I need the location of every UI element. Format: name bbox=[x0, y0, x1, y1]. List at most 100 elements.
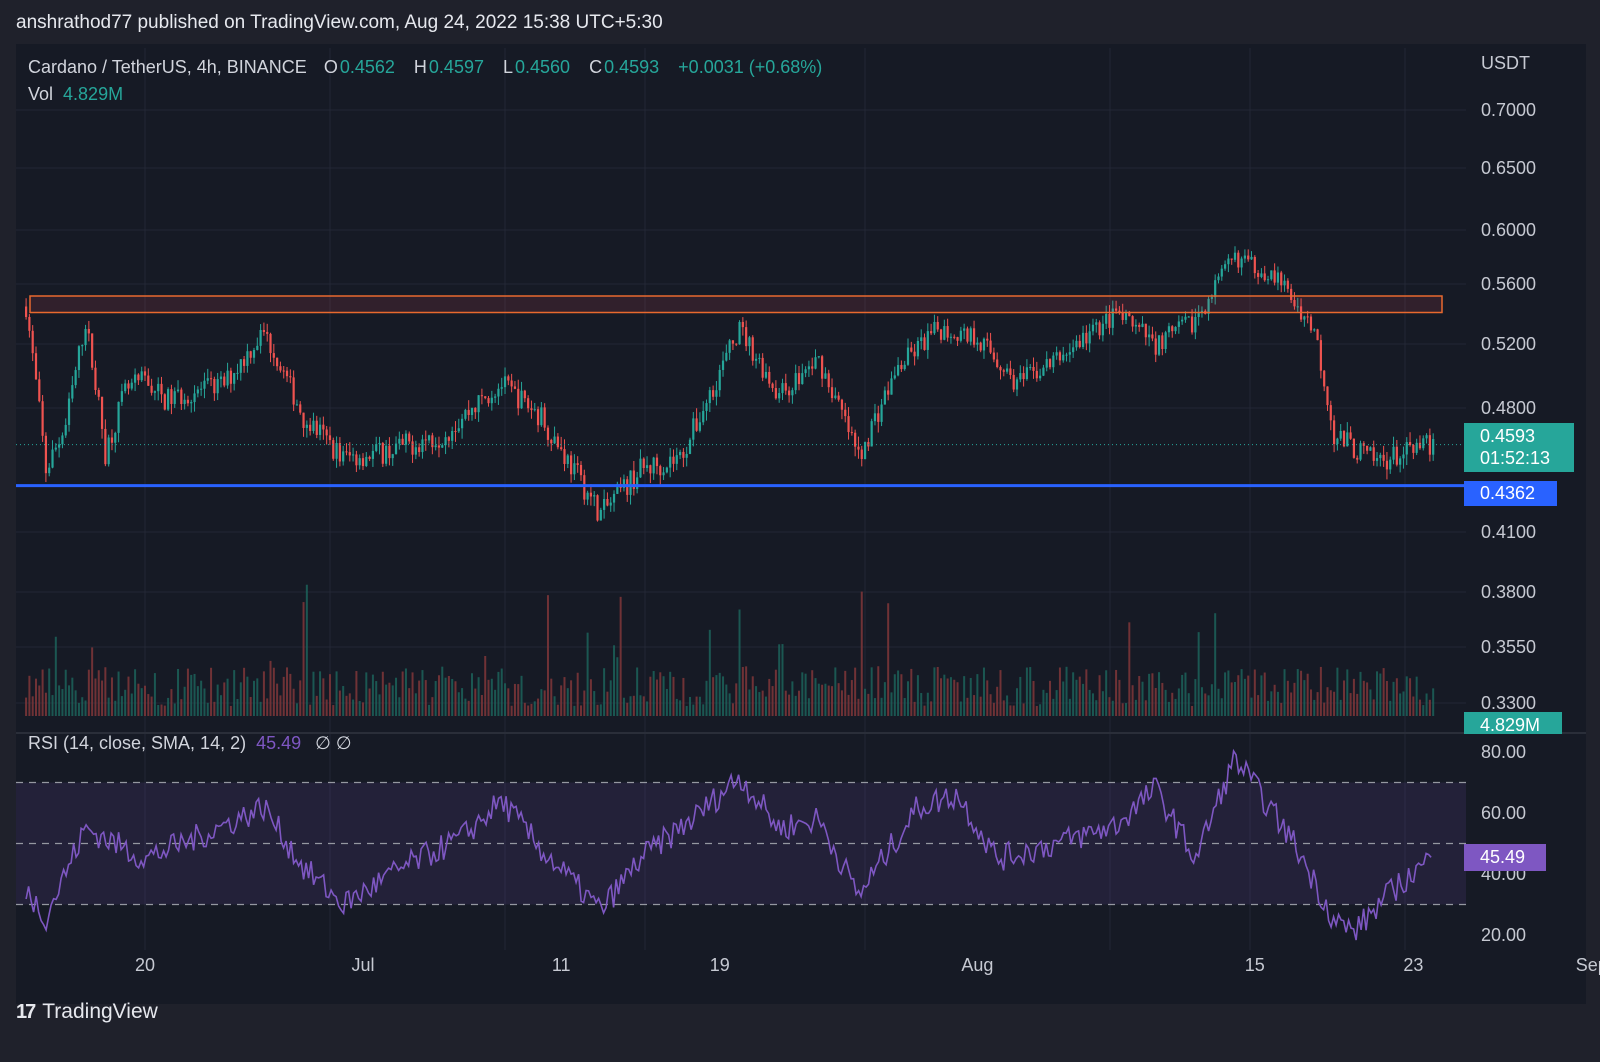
candle-body bbox=[1052, 355, 1055, 368]
candle-body bbox=[124, 383, 127, 392]
volume-bar bbox=[1108, 697, 1111, 716]
volume-bar bbox=[913, 701, 916, 716]
tradingview-logo-icon: 17 bbox=[16, 1000, 36, 1023]
volume-bar bbox=[1204, 693, 1207, 716]
candle-body bbox=[916, 340, 920, 357]
volume-bar bbox=[679, 700, 682, 716]
volume-bar bbox=[418, 680, 421, 716]
candle-body bbox=[460, 418, 464, 429]
volume-bar bbox=[1194, 679, 1197, 716]
volume-bar bbox=[1025, 667, 1028, 716]
candle-body bbox=[596, 495, 599, 521]
candle-body bbox=[1257, 273, 1260, 277]
volume-bar bbox=[798, 690, 800, 716]
volume-bar bbox=[226, 678, 229, 716]
candle-body bbox=[1085, 332, 1088, 344]
volume-bar bbox=[933, 667, 936, 716]
candle-body bbox=[358, 458, 361, 466]
volume-bar bbox=[781, 644, 784, 716]
candle-body bbox=[1250, 256, 1253, 260]
candle-body bbox=[1062, 354, 1065, 361]
candle-body bbox=[721, 360, 725, 370]
volume-bar bbox=[249, 697, 252, 716]
volume-bar bbox=[477, 677, 480, 716]
volume-bar bbox=[930, 701, 933, 716]
volume-bar bbox=[867, 693, 870, 716]
candle-body bbox=[381, 443, 384, 464]
volume-bar bbox=[1422, 705, 1425, 716]
rsi-band-fill bbox=[16, 782, 1466, 905]
candle-body bbox=[226, 370, 229, 386]
volume-bar bbox=[1356, 693, 1359, 716]
candle-body bbox=[731, 340, 735, 344]
candle-body bbox=[361, 458, 365, 467]
volume-bar bbox=[1082, 683, 1085, 716]
volume-bar bbox=[1105, 670, 1108, 716]
candle-body bbox=[67, 398, 71, 425]
time-axis-tick: 15 bbox=[1245, 955, 1265, 975]
candle-body bbox=[738, 321, 741, 345]
candle-body bbox=[368, 456, 371, 459]
volume-bar bbox=[596, 704, 599, 716]
candle-body bbox=[933, 321, 936, 334]
volume-bar bbox=[613, 645, 616, 716]
footer-brand[interactable]: 17 TradingView bbox=[16, 1000, 158, 1024]
candle-body bbox=[272, 353, 275, 358]
candle-body bbox=[431, 435, 434, 448]
volume-bar bbox=[603, 668, 606, 716]
volume-bar bbox=[1012, 705, 1015, 716]
candle-body bbox=[1118, 310, 1121, 313]
candle-body bbox=[1385, 460, 1389, 470]
candle-body bbox=[1029, 366, 1032, 368]
candle-body bbox=[943, 326, 946, 340]
volume-bar bbox=[764, 696, 767, 716]
candle-body bbox=[500, 387, 503, 389]
candle-body bbox=[183, 399, 186, 405]
candle-body bbox=[579, 464, 583, 476]
candle-body bbox=[1045, 359, 1048, 368]
candle-body bbox=[930, 331, 933, 334]
volume-bar bbox=[1286, 680, 1289, 716]
candle-body bbox=[1181, 319, 1184, 322]
candle-body bbox=[186, 399, 190, 404]
volume-bar bbox=[659, 672, 662, 716]
volume-bar bbox=[1062, 681, 1065, 716]
volume-bar bbox=[411, 672, 414, 716]
volume-bar bbox=[702, 704, 705, 716]
candle-body bbox=[1306, 316, 1309, 318]
volume-bar bbox=[916, 675, 919, 716]
candle-body bbox=[1233, 252, 1237, 260]
volume-bar bbox=[120, 696, 123, 716]
candle-body bbox=[1418, 442, 1422, 449]
volume-bar bbox=[315, 695, 318, 716]
candle-body bbox=[193, 393, 196, 403]
volume-bar bbox=[428, 704, 431, 716]
candle-body bbox=[920, 337, 923, 341]
volume-bar bbox=[1369, 689, 1372, 716]
volume-bar bbox=[593, 691, 596, 716]
candle-body bbox=[299, 404, 302, 413]
volume-bar bbox=[725, 684, 728, 716]
high-label: H bbox=[413, 57, 427, 77]
volume-bar bbox=[1270, 691, 1273, 716]
volume-bar bbox=[1174, 698, 1177, 716]
volume-bar bbox=[147, 694, 150, 716]
volume-bar bbox=[1313, 699, 1316, 716]
candle-body bbox=[675, 455, 678, 464]
volume-bar bbox=[741, 666, 744, 716]
candle-body bbox=[712, 390, 715, 397]
volume-bar bbox=[1141, 681, 1144, 716]
candle-body bbox=[781, 383, 784, 394]
candle-body bbox=[322, 424, 325, 430]
candle-body bbox=[850, 432, 853, 434]
candle-body bbox=[556, 436, 559, 448]
volume-bar bbox=[986, 680, 989, 716]
volume-bar bbox=[74, 690, 77, 716]
volume-bar bbox=[1101, 691, 1104, 716]
candle-body bbox=[814, 357, 817, 369]
candle-body bbox=[1075, 340, 1078, 348]
candle-body bbox=[34, 353, 38, 380]
candle-body bbox=[754, 358, 758, 361]
volume-bar bbox=[1385, 680, 1388, 716]
